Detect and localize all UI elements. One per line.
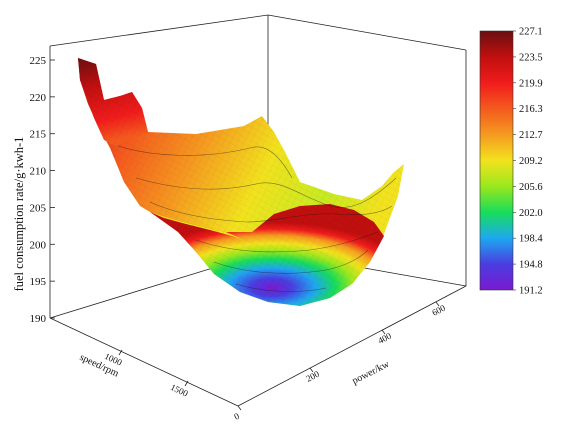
- contour-lines: [117, 145, 397, 292]
- z-tick-label: 215: [30, 129, 47, 141]
- power-tick-label: 200: [304, 369, 321, 384]
- contour-line: [135, 177, 397, 208]
- power-tick-label: 600: [430, 303, 447, 318]
- power-tick-label: 400: [376, 331, 393, 346]
- colorbar-tick-label: 205.6: [519, 182, 543, 193]
- power-tick-mark: [435, 301, 440, 307]
- colorbar-tick-label: 209.2: [519, 156, 543, 167]
- colorbar-bar: [479, 30, 514, 291]
- contour-line: [195, 231, 379, 253]
- box-front-floor-left: [49, 317, 239, 407]
- speed-tick-label: 1500: [169, 382, 190, 399]
- box-top-left: [49, 14, 269, 47]
- power-axis-title: power/kw: [351, 358, 392, 386]
- z-tick-label: 195: [30, 276, 47, 288]
- colorbar-tick-label: 219.9: [519, 78, 543, 89]
- z-axis-title: fuel consumption rate/g·kwh-1: [12, 137, 26, 292]
- surface-mesh: [78, 58, 404, 306]
- contour-line: [117, 145, 293, 179]
- colorbar-tick-label: 223.5: [519, 52, 543, 63]
- fuel-surface: [78, 58, 404, 306]
- contour-line: [235, 283, 327, 292]
- power-tick-mark: [237, 405, 242, 411]
- power-tick-label: 0: [232, 411, 241, 422]
- colorbar-tick-label: 216.3: [519, 104, 543, 115]
- colorbar-ticks: 227.1 223.5 219.9 216.3 212.7 209.2 205.6 202.0…: [513, 27, 543, 297]
- power-tick-mark: [309, 367, 314, 373]
- colorbar-tick-label: 227.1: [519, 27, 543, 38]
- z-tick-label: 200: [30, 239, 47, 251]
- z-tick-label: 220: [30, 92, 47, 104]
- power-tick-mark: [381, 329, 386, 335]
- colorbar-tick-label: 191.2: [519, 286, 543, 297]
- colorbar-tick-label: 194.8: [519, 260, 543, 271]
- box-front-floor-right: [237, 285, 467, 407]
- box-top-right: [267, 14, 467, 51]
- power-axis: 0 200 400 600: [232, 301, 447, 422]
- speed-tick-mark: [184, 380, 189, 387]
- speed-tick-mark: [118, 349, 123, 356]
- contour-line: [213, 249, 369, 274]
- contour-line: [149, 201, 393, 223]
- z-axis: 190 195 200 205 210 215 220 225: [30, 55, 55, 325]
- z-tick-label: 225: [30, 55, 47, 67]
- colorbar-tick-label: 198.4: [519, 234, 543, 245]
- colorbar: 227.1 223.5 219.9 216.3 212.7 209.2 205.6 202.0…: [479, 27, 543, 297]
- colorbar-tick-label: 202.0: [519, 208, 543, 219]
- colorbar-tick-label: 212.7: [519, 130, 543, 141]
- z-tick-label: 205: [30, 202, 47, 214]
- z-tick-label: 210: [30, 166, 47, 178]
- z-tick-label: 190: [30, 313, 47, 325]
